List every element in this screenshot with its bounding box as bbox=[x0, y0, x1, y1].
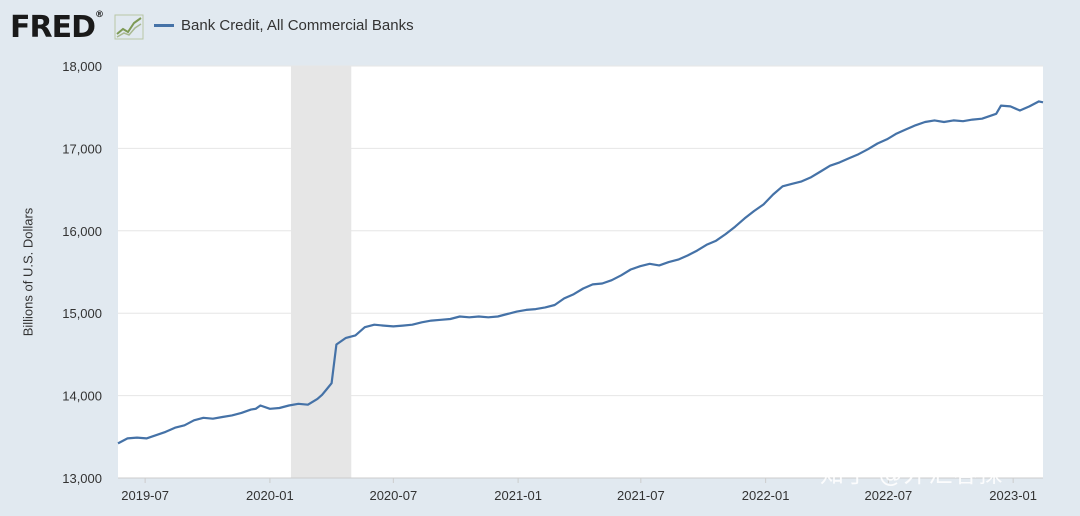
x-tick-label: 2021-07 bbox=[617, 488, 665, 503]
y-tick-label: 18,000 bbox=[62, 59, 102, 74]
x-tick-label: 2022-07 bbox=[865, 488, 913, 503]
chart-legend[interactable]: Bank Credit, All Commercial Banks bbox=[154, 17, 414, 34]
y-tick-label: 16,000 bbox=[62, 224, 102, 239]
x-tick-label: 2022-01 bbox=[742, 488, 790, 503]
recession-band bbox=[290, 66, 352, 478]
x-tick-label: 2020-01 bbox=[246, 488, 294, 503]
x-tick-label: 2023-01 bbox=[989, 488, 1037, 503]
x-tick-label: 2019-07 bbox=[121, 488, 169, 503]
y-tick-label: 15,000 bbox=[62, 306, 102, 321]
chart-header: FRED® Bank Credit, All Commercial Banks bbox=[0, 0, 1080, 58]
legend-swatch bbox=[154, 24, 174, 27]
y-tick-label: 17,000 bbox=[62, 141, 102, 156]
fred-logo[interactable]: FRED® bbox=[10, 10, 104, 45]
plot-area bbox=[118, 66, 1043, 478]
x-tick-label: 2021-01 bbox=[494, 488, 542, 503]
trend-line-icon bbox=[114, 14, 144, 40]
y-tick-label: 14,000 bbox=[62, 389, 102, 404]
x-tick-label: 2020-07 bbox=[369, 488, 417, 503]
watermark: 知乎 @外汇客探 bbox=[820, 460, 1004, 488]
legend-label: Bank Credit, All Commercial Banks bbox=[181, 17, 414, 34]
y-tick-label: 13,000 bbox=[62, 471, 102, 486]
series-line bbox=[117, 100, 1044, 445]
